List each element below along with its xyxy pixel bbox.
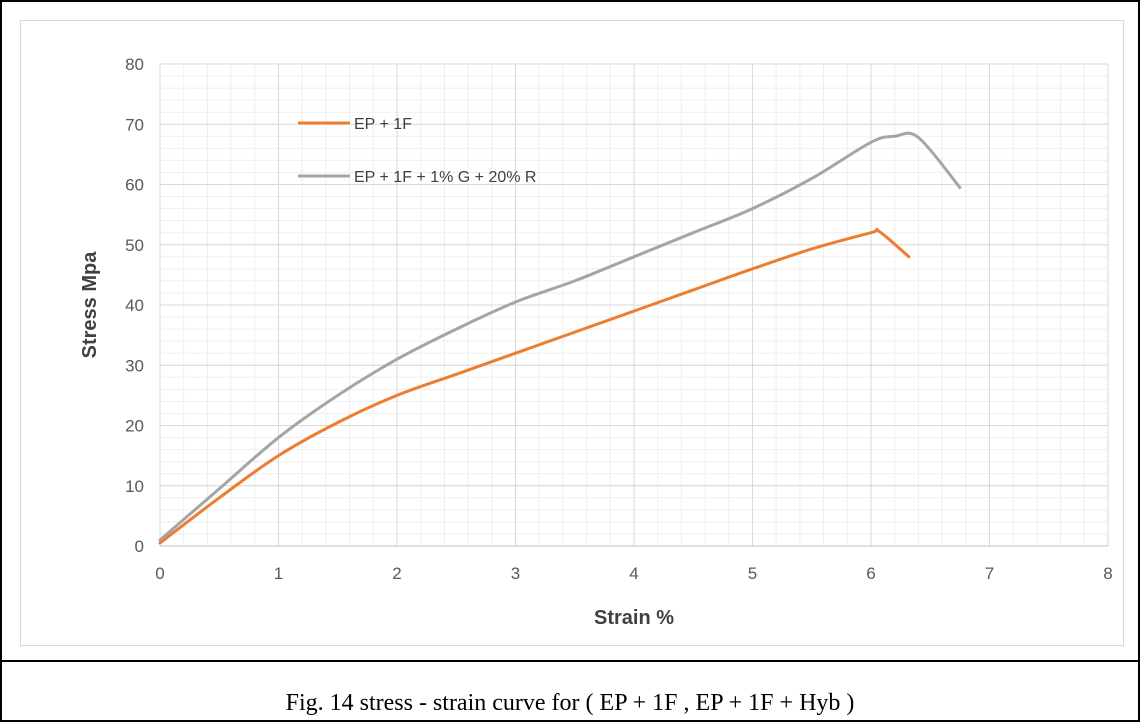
series-line-1 (158, 227, 911, 545)
x-tick-labels: 0 1 2 3 4 5 6 7 8 (155, 564, 1112, 583)
y-tick-labels: 0 10 20 30 40 50 60 70 80 (125, 55, 144, 556)
x-tick-label: 0 (155, 564, 164, 583)
y-axis-title: Stress Mpa (79, 251, 101, 359)
y-tick-label: 40 (125, 296, 144, 315)
x-tick-label: 1 (274, 564, 283, 583)
y-tick-label: 50 (125, 236, 144, 255)
series-lines (158, 131, 962, 545)
y-tick-label: 20 (125, 417, 144, 436)
x-tick-label: 2 (392, 564, 401, 583)
x-tick-label: 5 (748, 564, 757, 583)
x-axis-title: Strain % (594, 607, 674, 629)
y-tick-label: 70 (125, 115, 144, 134)
legend: EP + 1F EP + 1F + 1% G + 20% R (298, 116, 536, 186)
x-tick-label: 6 (866, 564, 875, 583)
chart-area-border (20, 20, 1124, 646)
major-gridlines (159, 63, 1109, 547)
x-tick-label: 7 (985, 564, 994, 583)
chart-box (0, 0, 1140, 662)
y-tick-label: 80 (125, 55, 144, 74)
legend-label-2: EP + 1F + 1% G + 20% R (354, 169, 536, 186)
x-tick-label: 8 (1103, 564, 1112, 583)
x-tick-label: 3 (511, 564, 520, 583)
y-tick-label: 10 (125, 477, 144, 496)
caption-box (0, 660, 1140, 722)
y-tick-label: 30 (125, 356, 144, 375)
y-tick-label: 60 (125, 176, 144, 195)
y-tick-label: 0 (135, 537, 144, 556)
legend-label-1: EP + 1F (354, 116, 412, 133)
series-line-2 (158, 131, 962, 542)
x-tick-label: 4 (629, 564, 638, 583)
figure-caption: Fig. 14 stress - strain curve for ( EP +… (285, 690, 855, 716)
